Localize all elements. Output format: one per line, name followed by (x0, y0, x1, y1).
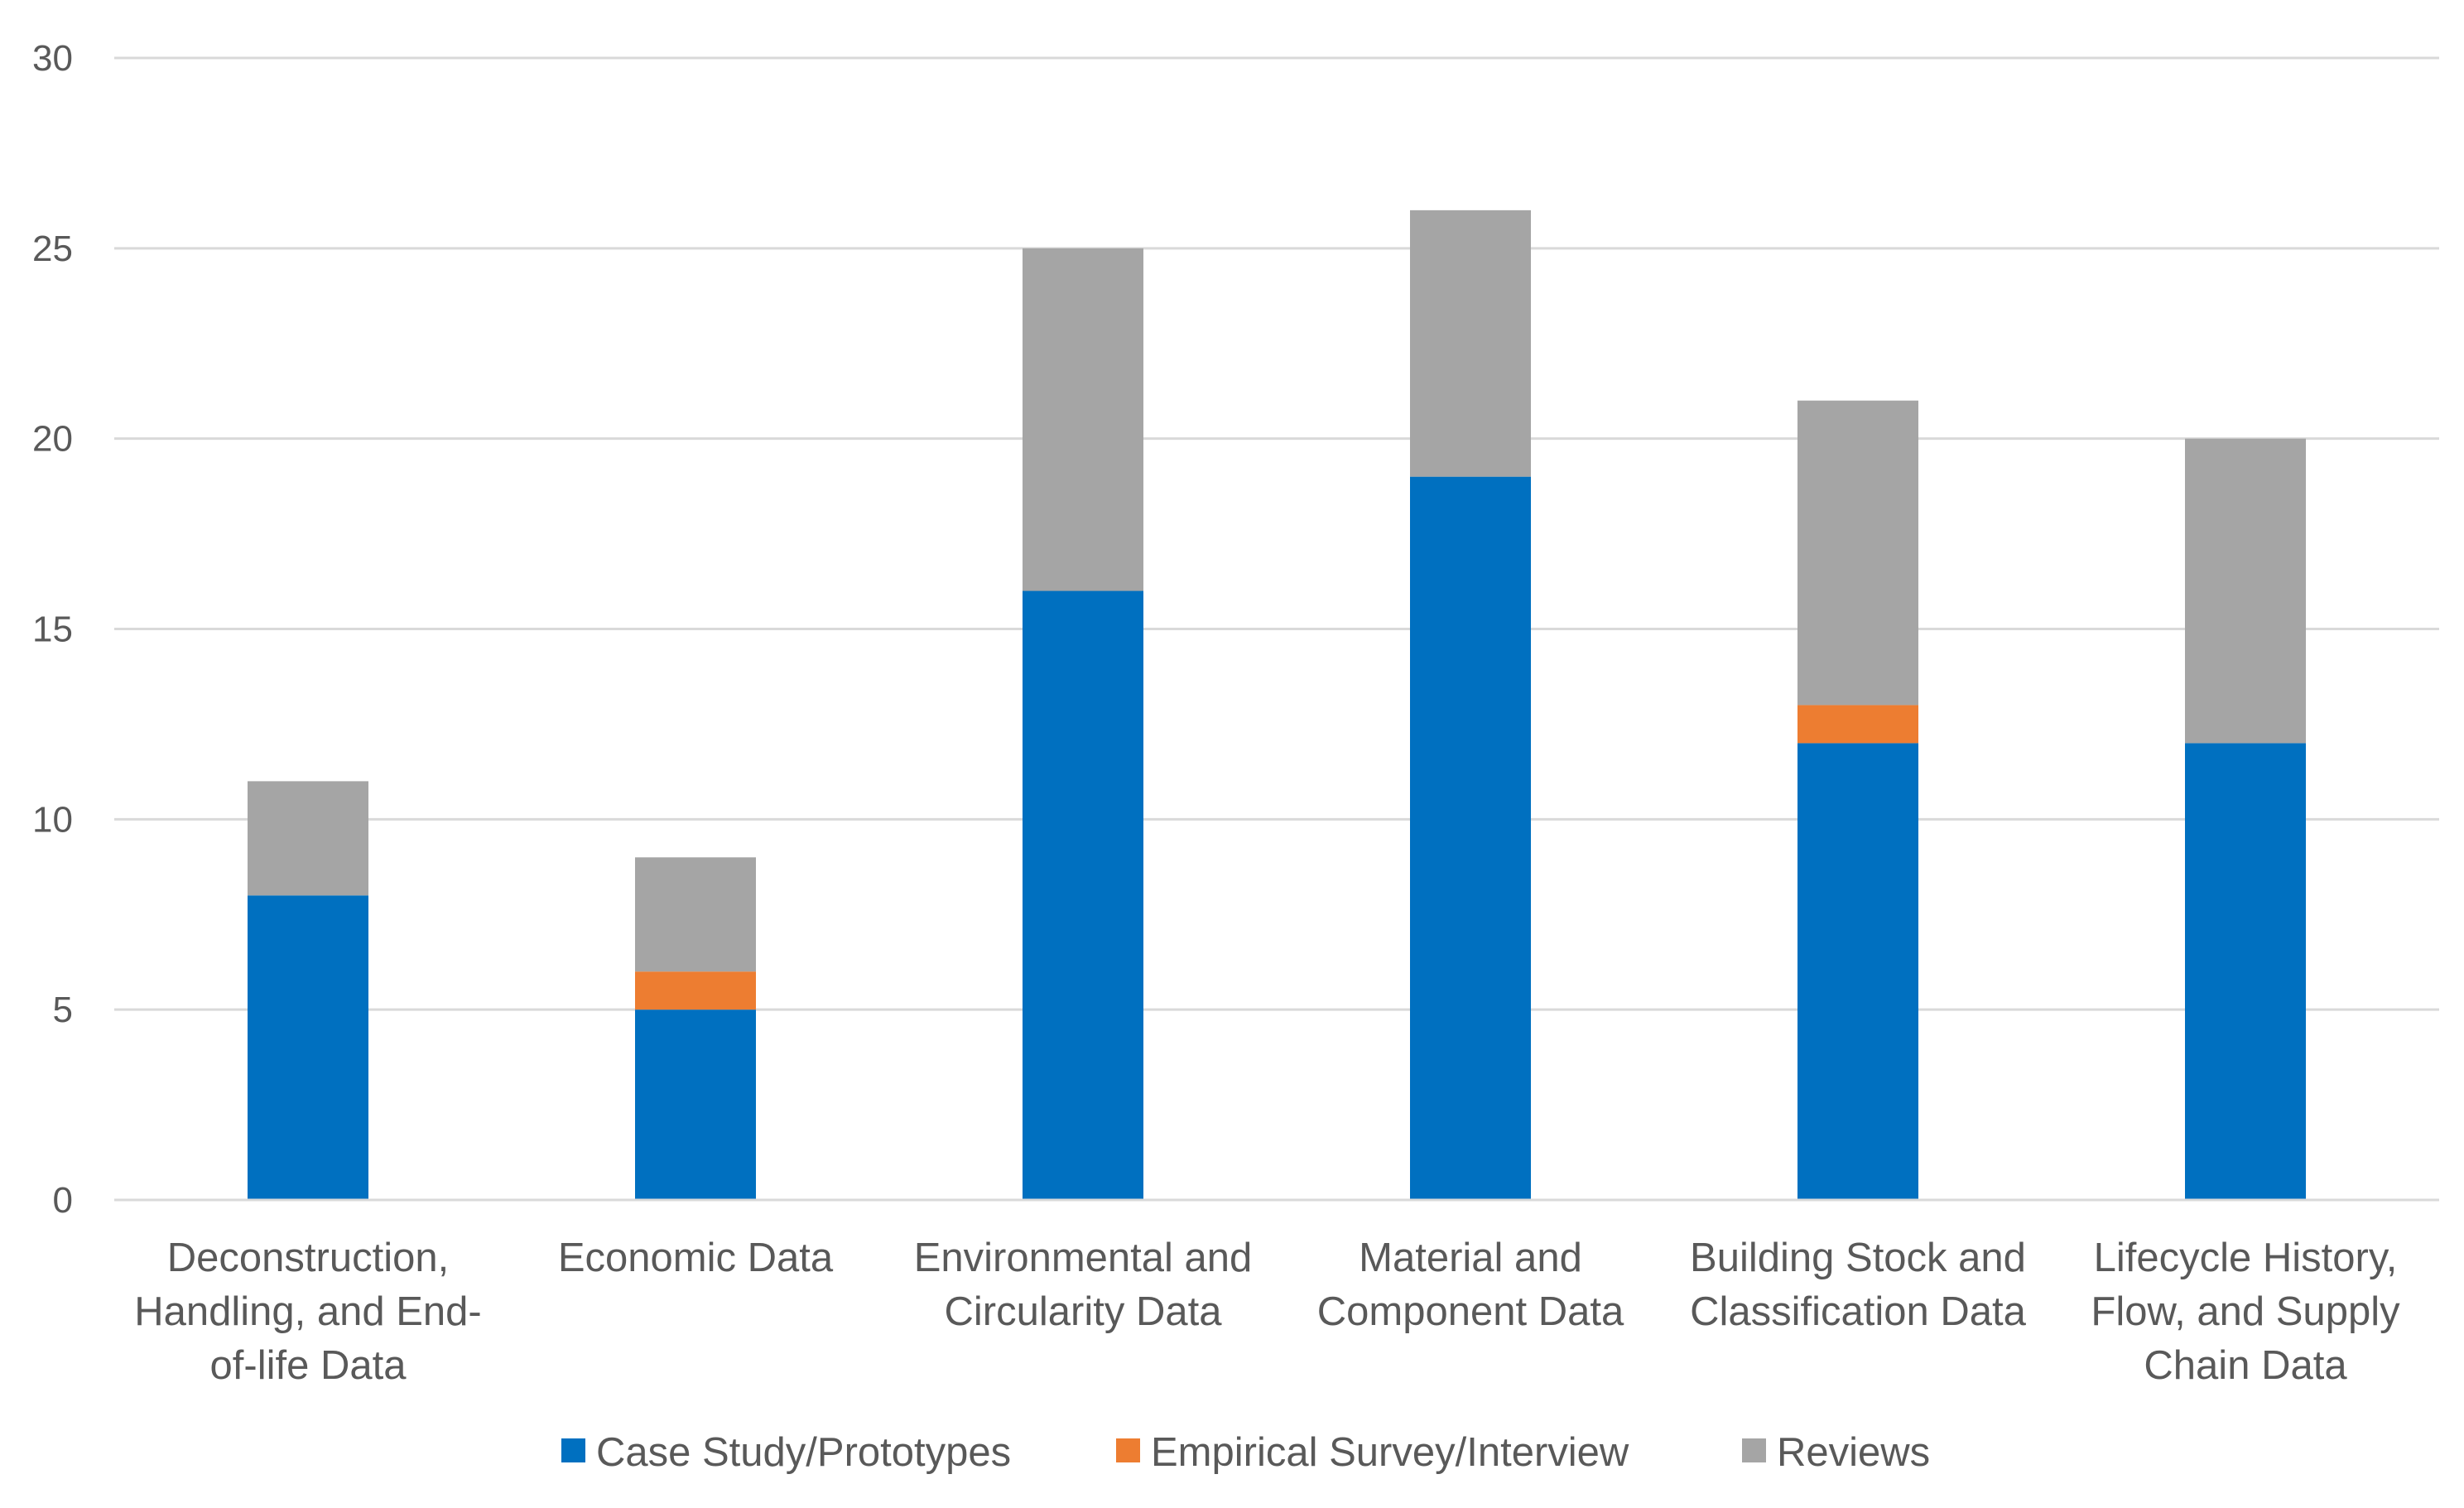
bar-segment-cat1-series2 (635, 857, 756, 972)
x-category-label-2: Environmental and Circularity Data (914, 1236, 1253, 1334)
y-tick-label-20: 20 (32, 419, 73, 460)
bar-segment-cat0-series0 (248, 895, 368, 1200)
legend-swatch (1116, 1438, 1140, 1462)
x-category-label-line: Material and (1359, 1236, 1582, 1280)
bar-segment-cat2-series0 (1023, 590, 1143, 1200)
x-category-label-line: Circularity Data (945, 1289, 1223, 1334)
x-category-label-5: Lifecycle History, Flow, and Supply Chain … (2091, 1236, 2400, 1388)
y-tick-label-25: 25 (32, 229, 73, 269)
x-category-label-4: Building Stock and Classification Data (1690, 1236, 2027, 1334)
bar-segment-cat4-series0 (1797, 743, 1918, 1200)
y-tick-label-0: 0 (53, 1180, 73, 1221)
x-category-label-0: Deconstruction, Handling, and End-of-life… (134, 1236, 482, 1388)
bars (248, 210, 2306, 1200)
bar-segment-cat4-series1 (1797, 705, 1918, 744)
x-category-label-line: Economic Data (558, 1236, 834, 1280)
bar-segment-cat4-series2 (1797, 400, 1918, 706)
legend-swatch (1742, 1438, 1766, 1462)
x-category-label-line: Environmental and (914, 1236, 1253, 1280)
bar-segment-cat5-series2 (2185, 438, 2306, 744)
legend-item-1: Empirical Survey/Interview (1116, 1430, 1629, 1475)
bar-segment-cat1-series1 (635, 971, 756, 1010)
x-category-label-line: Chain Data (2144, 1343, 2347, 1388)
x-category-label-line: of-life Data (210, 1343, 407, 1388)
bar-segment-cat3-series0 (1410, 476, 1531, 1200)
x-category-label-line: Classification Data (1690, 1289, 2027, 1334)
x-category-label-line: Lifecycle History, (2094, 1236, 2398, 1280)
x-category-label-line: Component Data (1317, 1289, 1624, 1334)
x-axis-category-labels: Deconstruction, Handling, and End-of-life… (134, 1236, 2400, 1388)
x-category-label-line: Building Stock and (1690, 1236, 2026, 1280)
legend-item-2: Reviews (1742, 1430, 1930, 1475)
gridlines (114, 56, 2439, 1011)
bar-segment-cat1-series0 (635, 1009, 756, 1200)
bar-segment-cat2-series2 (1023, 248, 1143, 591)
bar-segment-cat5-series0 (2185, 743, 2306, 1200)
bar-segment-cat3-series2 (1410, 210, 1531, 477)
x-category-label-line: Flow, and Supply (2091, 1289, 2400, 1334)
y-tick-label-30: 30 (32, 38, 73, 79)
y-tick-label-10: 10 (32, 799, 73, 840)
legend-item-0: Case Study/Prototypes (561, 1430, 1011, 1475)
x-category-label-line: Deconstruction, (167, 1236, 449, 1280)
y-tick-label-5: 5 (53, 990, 73, 1030)
x-category-label-1: Economic Data (558, 1236, 834, 1280)
legend-label: Case Study/Prototypes (596, 1430, 1011, 1475)
x-category-label-line: Handling, and End- (134, 1289, 482, 1334)
x-category-label-3: Material and Component Data (1317, 1236, 1624, 1334)
y-tick-label-15: 15 (32, 609, 73, 650)
legend-swatch (561, 1438, 585, 1462)
legend-label: Empirical Survey/Interview (1151, 1430, 1629, 1475)
legend-label: Reviews (1777, 1430, 1930, 1475)
y-axis-tick-labels: 0 5 10 15 20 25 30 (32, 38, 73, 1221)
legend: Case Study/Prototypes Empirical Survey/In… (561, 1430, 1930, 1475)
bar-segment-cat0-series2 (248, 781, 368, 896)
